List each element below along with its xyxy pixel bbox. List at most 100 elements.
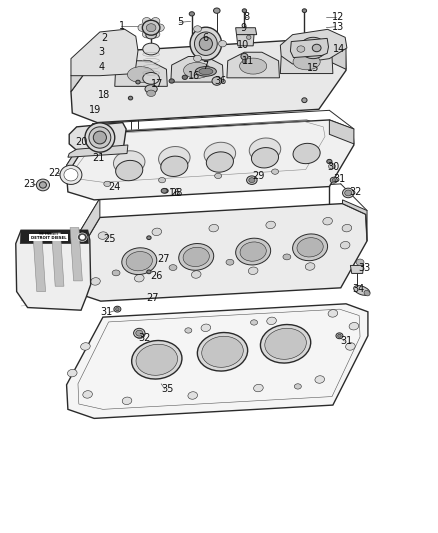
Ellipse shape <box>134 274 144 282</box>
Text: 13: 13 <box>332 22 344 31</box>
Ellipse shape <box>199 68 213 75</box>
Ellipse shape <box>143 43 159 55</box>
Ellipse shape <box>191 271 201 278</box>
Bar <box>29 234 68 241</box>
Text: 32: 32 <box>138 333 150 343</box>
Ellipse shape <box>159 147 190 170</box>
Ellipse shape <box>185 328 192 333</box>
Polygon shape <box>237 35 254 46</box>
Polygon shape <box>71 38 346 123</box>
Ellipse shape <box>194 32 217 55</box>
Ellipse shape <box>356 259 364 265</box>
Ellipse shape <box>190 27 222 60</box>
Ellipse shape <box>81 343 90 350</box>
Ellipse shape <box>214 8 220 13</box>
Ellipse shape <box>336 333 343 339</box>
Ellipse shape <box>151 18 160 25</box>
Ellipse shape <box>293 143 320 164</box>
Text: THE ENGINES: THE ENGINES <box>39 232 59 236</box>
Text: 4: 4 <box>98 62 104 71</box>
Ellipse shape <box>300 37 326 59</box>
Ellipse shape <box>147 236 151 239</box>
Ellipse shape <box>142 20 160 35</box>
Ellipse shape <box>236 238 271 265</box>
Ellipse shape <box>39 182 46 188</box>
Ellipse shape <box>145 85 157 93</box>
Polygon shape <box>69 123 126 150</box>
Ellipse shape <box>93 131 106 144</box>
Ellipse shape <box>152 228 162 236</box>
Text: 19: 19 <box>89 105 102 115</box>
Ellipse shape <box>183 247 209 266</box>
Ellipse shape <box>135 331 145 338</box>
Polygon shape <box>68 145 128 157</box>
Ellipse shape <box>155 24 164 31</box>
Text: 16: 16 <box>169 188 181 198</box>
Ellipse shape <box>122 248 157 274</box>
Ellipse shape <box>330 177 337 183</box>
Text: 27: 27 <box>147 294 159 303</box>
Ellipse shape <box>83 391 92 398</box>
Ellipse shape <box>241 53 248 60</box>
Text: 1: 1 <box>119 21 125 30</box>
Ellipse shape <box>179 244 214 270</box>
Ellipse shape <box>240 58 267 74</box>
Ellipse shape <box>132 341 182 379</box>
Text: 34: 34 <box>353 284 365 294</box>
Text: 9: 9 <box>240 23 246 33</box>
Text: 33: 33 <box>358 263 371 272</box>
Ellipse shape <box>312 44 321 52</box>
Ellipse shape <box>147 90 155 96</box>
Polygon shape <box>71 37 100 92</box>
Text: 29: 29 <box>252 171 264 181</box>
Text: 21: 21 <box>93 153 105 163</box>
Ellipse shape <box>146 23 156 32</box>
Ellipse shape <box>199 37 212 51</box>
Ellipse shape <box>328 310 338 317</box>
Ellipse shape <box>266 221 276 229</box>
Ellipse shape <box>338 334 341 337</box>
Ellipse shape <box>91 278 100 285</box>
Text: 12: 12 <box>332 12 344 22</box>
Text: 31: 31 <box>334 174 346 184</box>
Ellipse shape <box>169 79 174 83</box>
Ellipse shape <box>98 232 108 239</box>
Ellipse shape <box>323 217 332 225</box>
Text: 7: 7 <box>202 61 208 71</box>
Polygon shape <box>280 48 333 74</box>
Ellipse shape <box>85 123 115 152</box>
Text: 22: 22 <box>48 168 60 177</box>
Ellipse shape <box>138 24 147 31</box>
Polygon shape <box>290 38 328 58</box>
Ellipse shape <box>128 96 133 100</box>
Ellipse shape <box>328 164 336 169</box>
Ellipse shape <box>112 270 120 276</box>
Ellipse shape <box>249 138 281 161</box>
Ellipse shape <box>315 376 325 383</box>
Ellipse shape <box>209 224 219 232</box>
Polygon shape <box>72 198 100 264</box>
Ellipse shape <box>297 238 323 257</box>
Ellipse shape <box>142 30 151 38</box>
Polygon shape <box>52 233 64 286</box>
Text: 35: 35 <box>161 384 173 394</box>
Text: 20: 20 <box>75 137 88 147</box>
Ellipse shape <box>67 369 77 377</box>
Text: 18: 18 <box>98 90 110 100</box>
Ellipse shape <box>75 247 85 254</box>
Ellipse shape <box>142 18 151 25</box>
Text: 3: 3 <box>98 47 104 57</box>
Ellipse shape <box>294 384 301 389</box>
Polygon shape <box>20 230 88 244</box>
Ellipse shape <box>242 9 247 12</box>
Ellipse shape <box>159 177 166 183</box>
Ellipse shape <box>248 267 258 274</box>
Polygon shape <box>67 124 93 175</box>
Ellipse shape <box>198 333 247 371</box>
Polygon shape <box>227 52 279 78</box>
Ellipse shape <box>161 188 167 193</box>
Ellipse shape <box>251 320 258 325</box>
Ellipse shape <box>60 165 82 184</box>
Text: 31: 31 <box>341 336 353 346</box>
Ellipse shape <box>147 270 151 274</box>
